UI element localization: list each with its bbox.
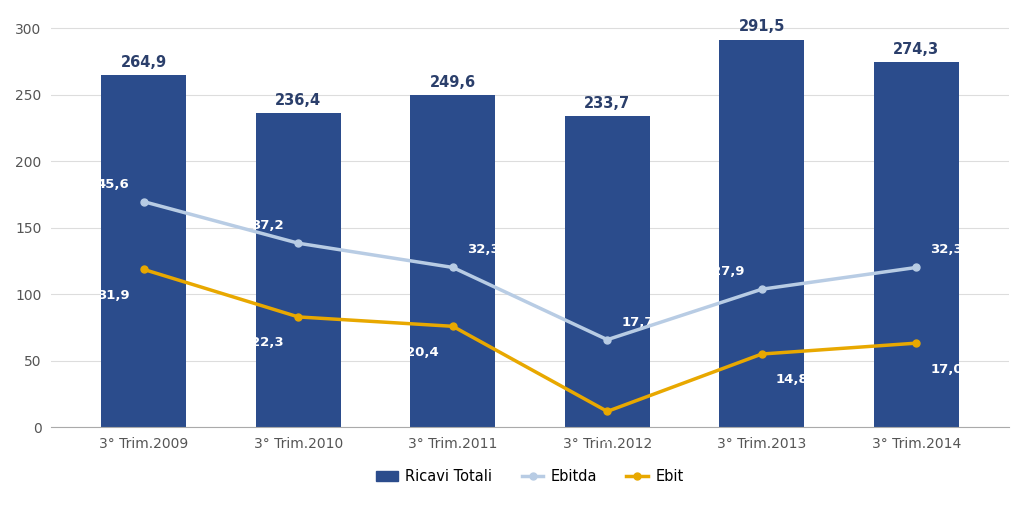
Text: 3,2: 3,2 [596,431,620,444]
Text: 32,3: 32,3 [931,243,964,256]
Text: 45,6: 45,6 [97,177,130,191]
Text: 22,3: 22,3 [252,336,284,349]
Text: 17,7: 17,7 [622,315,654,329]
Bar [719,40,804,427]
Legend: Ricavi Totali, Ebitda, Ebit: Ricavi Totali, Ebitda, Ebit [371,464,690,490]
Text: 236,4: 236,4 [275,92,322,108]
Bar [873,63,958,427]
Text: 20,4: 20,4 [406,346,438,359]
Text: 32,3: 32,3 [467,243,500,256]
Text: 14,8: 14,8 [776,373,809,387]
Bar [101,75,186,427]
Text: 264,9: 264,9 [121,55,167,70]
Text: 274,3: 274,3 [893,42,939,57]
Text: 31,9: 31,9 [97,289,130,302]
Bar [411,96,496,427]
Bar [565,116,650,427]
Text: 249,6: 249,6 [430,75,476,90]
Bar [256,113,341,427]
Text: 27,9: 27,9 [713,265,744,278]
Text: 17,0: 17,0 [931,363,964,375]
Text: 233,7: 233,7 [585,96,631,111]
Text: 291,5: 291,5 [738,19,785,35]
Text: 37,2: 37,2 [252,219,284,232]
